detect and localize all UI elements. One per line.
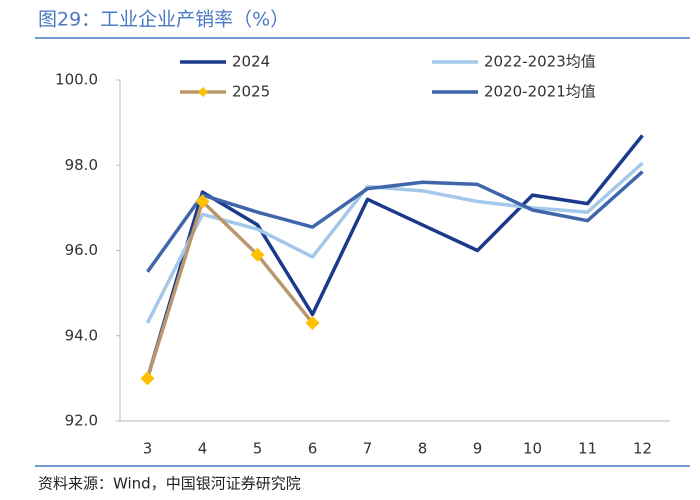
x-tick-label: 7: [363, 440, 373, 458]
source: 资料来源：Wind，中国银河证券研究院: [38, 475, 301, 493]
series-line: [145, 199, 314, 379]
point-marker: [140, 371, 155, 386]
series-line: [145, 161, 644, 324]
point-marker: [305, 315, 320, 330]
x-tick-label: 12: [633, 440, 652, 458]
legend-label: 2020-2021均值: [484, 83, 596, 101]
x-tick-label: 3: [143, 440, 153, 458]
legend-label: 2025: [232, 83, 270, 101]
y-tick-label: 100.0: [55, 71, 98, 89]
series-line: [146, 170, 644, 273]
legend-label: 2022-2023均值: [484, 53, 596, 71]
y-tick-label: 98.0: [65, 156, 98, 174]
y-tick-label: 96.0: [65, 241, 98, 259]
x-tick-label: 4: [198, 440, 208, 458]
point-marker: [250, 247, 265, 262]
y-tick-label: 92.0: [65, 412, 98, 430]
legend-label: 2024: [232, 53, 270, 71]
x-tick-label: 11: [578, 440, 597, 458]
chart-title: 图29：工业企业产销率（%）: [38, 9, 289, 31]
y-tick-label: 94.0: [65, 326, 98, 344]
legend-marker: [198, 87, 208, 97]
x-tick-label: 9: [473, 440, 483, 458]
x-tick-label: 8: [418, 440, 428, 458]
x-tick-label: 5: [253, 440, 263, 458]
point-marker: [195, 194, 210, 209]
x-tick-label: 10: [523, 440, 542, 458]
series-line: [145, 134, 644, 379]
x-tick-label: 6: [308, 440, 318, 458]
